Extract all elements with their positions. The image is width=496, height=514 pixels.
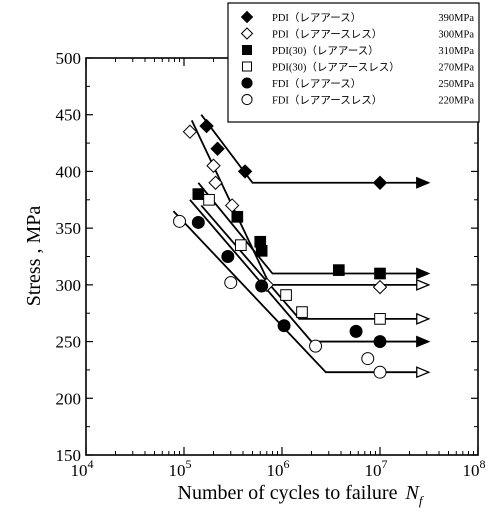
- x-tick-label: 107: [365, 457, 388, 480]
- runout-point: [373, 365, 387, 379]
- y-axis-title: Stress , MPa: [23, 206, 45, 307]
- runout-point: [372, 175, 388, 190]
- fit-line: [189, 199, 427, 343]
- data-point: [255, 279, 269, 293]
- x-tick-label: 108: [463, 457, 486, 480]
- runout-arrow: [416, 176, 431, 189]
- y-tick-label: 350: [56, 219, 82, 238]
- legend: PDI（レアアース） 390MPa PDI（レアアースレス） 300MPa PDI(30…: [227, 2, 480, 123]
- legend-label: PDI(30)（レアアース）: [272, 45, 379, 57]
- data-point: [208, 175, 223, 190]
- legend-label: PDI（レアアースレス）: [272, 29, 382, 41]
- legend-value: 270MPa: [438, 63, 474, 74]
- runout-point: [374, 267, 386, 280]
- x-tick-label: 106: [267, 457, 290, 480]
- legend-marker: [241, 93, 253, 106]
- data-points: [173, 118, 388, 379]
- y-tick-label: 450: [56, 106, 82, 125]
- data-point: [191, 215, 205, 229]
- data-point: [192, 188, 205, 200]
- runout-arrow: [416, 312, 431, 325]
- runout-arrow: [416, 267, 431, 280]
- data-point: [277, 319, 291, 333]
- data-point: [182, 124, 198, 139]
- data-point: [199, 118, 214, 134]
- data-point: [332, 264, 345, 276]
- data-point: [224, 198, 240, 213]
- fit-lines: [172, 114, 431, 379]
- legend-value: 220MPa: [438, 96, 474, 107]
- runout-point: [373, 335, 387, 349]
- legend-value: 310MPa: [438, 46, 474, 57]
- y-tick-label: 150: [56, 446, 82, 465]
- data-point: [361, 352, 375, 366]
- legend-label: FDI（レアアース）: [272, 78, 361, 90]
- y-tick-label: 300: [56, 276, 82, 295]
- data-point: [309, 339, 323, 353]
- data-point: [237, 164, 253, 179]
- y-tick-label: 500: [56, 49, 82, 68]
- x-tick-label: 104: [71, 457, 94, 480]
- legend-value: 250MPa: [438, 79, 474, 90]
- data-point: [203, 193, 215, 206]
- y-tick-label: 400: [56, 162, 82, 181]
- data-point: [231, 210, 244, 223]
- legend-label: PDI(30)（レアアースレス）: [272, 62, 400, 74]
- data-point: [206, 158, 221, 173]
- data-point: [234, 239, 247, 251]
- data-point: [296, 306, 308, 318]
- legend-items: PDI（レアアース） 390MPa PDI（レアアースレス） 300MPa PDI(30…: [240, 10, 474, 107]
- fit-line: [172, 210, 427, 374]
- legend-marker: [240, 27, 254, 40]
- legend-value: 300MPa: [438, 30, 474, 41]
- legend-label: FDI（レアアースレス）: [272, 95, 382, 107]
- x-tick-label: 105: [169, 457, 192, 480]
- x-axis-title: Number of cycles to failure Nf: [178, 482, 425, 508]
- runout-point: [372, 279, 388, 295]
- legend-label: PDI（レアアース）: [272, 12, 361, 24]
- runout-arrow: [416, 335, 431, 348]
- fit-line: [200, 114, 427, 184]
- x-axis-subscript: f: [419, 493, 425, 508]
- data-point: [210, 141, 225, 156]
- data-point: [173, 214, 186, 228]
- data-point: [280, 289, 292, 301]
- data-point: [349, 324, 363, 338]
- x-axis-title-text: Number of cycles to failure: [178, 482, 398, 504]
- x-axis-variable: N: [404, 482, 420, 504]
- legend-marker: [241, 61, 253, 72]
- data-point: [224, 276, 238, 290]
- y-tick-labels: 150 200 250 300 350 400 450 500: [56, 49, 82, 465]
- runout-arrow: [416, 366, 431, 379]
- legend-marker: [241, 44, 253, 56]
- data-point: [255, 244, 268, 257]
- legend-box: [227, 2, 480, 123]
- runout-arrow: [416, 278, 431, 291]
- y-tick-label: 200: [56, 389, 82, 408]
- y-tick-label: 250: [56, 333, 82, 352]
- legend-marker: [240, 10, 254, 24]
- x-tick-labels: 104 105 106 107 108: [71, 457, 486, 480]
- runout-point: [374, 313, 386, 325]
- legend-value: 390MPa: [438, 13, 474, 24]
- legend-marker: [241, 77, 253, 89]
- data-point: [221, 250, 235, 263]
